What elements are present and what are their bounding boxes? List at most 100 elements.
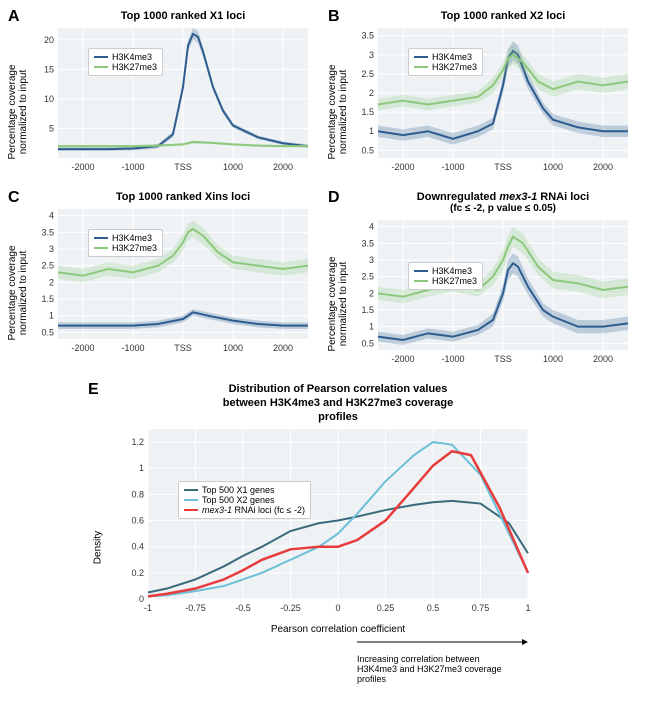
figure: ATop 1000 ranked X1 lociPercentage cover… bbox=[10, 10, 640, 684]
xtick-label: 1000 bbox=[543, 354, 563, 364]
legend-label: H3K27me3 bbox=[432, 62, 477, 72]
legend-item: H3K27me3 bbox=[414, 62, 477, 72]
xtick-label: -0.75 bbox=[185, 603, 206, 613]
ytick-label: 1.2 bbox=[131, 437, 144, 447]
xtick-label: -1000 bbox=[441, 162, 464, 172]
xtick-label: 1000 bbox=[223, 162, 243, 172]
panel-A: ATop 1000 ranked X1 lociPercentage cover… bbox=[10, 10, 320, 183]
ytick-label: 3 bbox=[369, 50, 374, 60]
arrow-head bbox=[522, 639, 528, 645]
legend-label: H3K4me3 bbox=[112, 52, 152, 62]
ytick-label: 0.5 bbox=[361, 338, 374, 348]
xtick-label: 0.75 bbox=[472, 603, 490, 613]
legend-item: Top 500 X2 genes bbox=[184, 495, 305, 505]
legend-swatch bbox=[414, 66, 428, 68]
legend-swatch bbox=[184, 499, 198, 501]
legend-swatch bbox=[94, 56, 108, 58]
xtick-label: -1000 bbox=[441, 354, 464, 364]
chart-svg: 0.511.522.533.54-2000-1000TSS10002000 bbox=[10, 205, 318, 359]
ytick-label: 1.5 bbox=[41, 294, 54, 304]
xtick-label: 0.25 bbox=[377, 603, 395, 613]
xtick-label: TSS bbox=[174, 343, 192, 353]
xtick-label: 0 bbox=[335, 603, 340, 613]
chart-title-2: between H3K4me3 and H3K27me3 coverage bbox=[148, 397, 528, 409]
chart-title: Top 1000 ranked X2 loci bbox=[378, 10, 628, 22]
legend-label: H3K27me3 bbox=[112, 62, 157, 72]
legend-label: H3K27me3 bbox=[112, 243, 157, 253]
legend-swatch bbox=[94, 66, 108, 68]
chart-svg: 0.511.522.533.5-2000-1000TSS10002000 bbox=[330, 24, 638, 178]
legend-label: Top 500 X1 genes bbox=[202, 485, 275, 495]
ytick-label: 2 bbox=[49, 277, 54, 287]
legend-item: H3K4me3 bbox=[94, 233, 157, 243]
chart-subtitle: (fc ≤ -2, p value ≤ 0.05) bbox=[378, 203, 628, 214]
ytick-label: 1 bbox=[49, 311, 54, 321]
ytick-label: 3.5 bbox=[361, 238, 374, 248]
chart-svg: 0.511.522.533.54-2000-1000TSS10002000 bbox=[330, 216, 638, 370]
ytick-label: 3 bbox=[49, 244, 54, 254]
chart-title-1: Distribution of Pearson correlation valu… bbox=[148, 383, 528, 395]
ytick-label: 3 bbox=[369, 255, 374, 265]
xtick-label: -2000 bbox=[391, 354, 414, 364]
xtick-label: 2000 bbox=[273, 343, 293, 353]
xtick-label: -0.25 bbox=[280, 603, 301, 613]
ytick-label: 10 bbox=[44, 94, 54, 104]
ytick-label: 0.8 bbox=[131, 489, 144, 499]
panel-D: D Downregulated mex3-1 RNAi loci(fc ≤ -2,… bbox=[330, 191, 640, 375]
legend-swatch bbox=[414, 56, 428, 58]
chart-title: Downregulated mex3-1 RNAi loci bbox=[378, 191, 628, 203]
xtick-label: 0.5 bbox=[427, 603, 440, 613]
xtick-label: -2000 bbox=[71, 343, 94, 353]
ytick-label: 2.5 bbox=[361, 69, 374, 79]
y-axis-label: Density bbox=[93, 463, 104, 633]
y-axis-label: Percentage coveragenormalized to input bbox=[7, 228, 29, 358]
chart-svg: 5101520-2000-1000TSS10002000 bbox=[10, 24, 318, 178]
legend-label: H3K27me3 bbox=[432, 276, 477, 286]
x-axis-label: Pearson correlation coefficient bbox=[148, 624, 528, 635]
chart-svg: 00.20.40.60.811.2-1-0.75-0.5-0.2500.250.… bbox=[90, 425, 538, 619]
legend-item: H3K4me3 bbox=[414, 266, 477, 276]
panel-label: D bbox=[328, 189, 340, 207]
legend-label: H3K4me3 bbox=[112, 233, 152, 243]
ytick-label: 0.5 bbox=[361, 145, 374, 155]
panel-B: BTop 1000 ranked X2 lociPercentage cover… bbox=[330, 10, 640, 183]
chart-title: Top 1000 ranked Xins loci bbox=[58, 191, 308, 203]
y-axis-label: Percentage coveragenormalized to input bbox=[327, 47, 349, 177]
xtick-label: 2000 bbox=[273, 162, 293, 172]
ytick-label: 1 bbox=[139, 463, 144, 473]
xtick-label: 1000 bbox=[543, 162, 563, 172]
legend-item: Top 500 X1 genes bbox=[184, 485, 305, 495]
chart-legend: H3K4me3H3K27me3 bbox=[88, 229, 163, 257]
xtick-label: -0.5 bbox=[235, 603, 251, 613]
ytick-label: 0.2 bbox=[131, 568, 144, 578]
legend-swatch bbox=[184, 489, 198, 491]
ytick-label: 2.5 bbox=[361, 272, 374, 282]
ytick-label: 4 bbox=[369, 222, 374, 232]
xtick-label: TSS bbox=[494, 354, 512, 364]
ytick-label: 1 bbox=[369, 126, 374, 136]
xtick-label: -1 bbox=[144, 603, 152, 613]
ytick-label: 5 bbox=[49, 123, 54, 133]
chart-title: Top 1000 ranked X1 loci bbox=[58, 10, 308, 22]
legend-item: H3K4me3 bbox=[94, 52, 157, 62]
ytick-label: 0.5 bbox=[41, 327, 54, 337]
panel-label: E bbox=[88, 381, 99, 399]
legend-label: mex3-1 RNAi loci (fc ≤ -2) bbox=[202, 505, 305, 515]
ytick-label: 2 bbox=[369, 288, 374, 298]
row-2: CTop 1000 ranked Xins lociPercentage cov… bbox=[10, 191, 640, 375]
xtick-label: 2000 bbox=[593, 162, 613, 172]
chart-legend: Top 500 X1 genesTop 500 X2 genesmex3-1 R… bbox=[178, 481, 311, 519]
panel-E: E Distribution of Pearson correlation val… bbox=[90, 383, 560, 684]
xtick-label: -1000 bbox=[121, 343, 144, 353]
legend-swatch bbox=[94, 247, 108, 249]
legend-swatch bbox=[94, 237, 108, 239]
ytick-label: 2 bbox=[369, 88, 374, 98]
legend-label: H3K4me3 bbox=[432, 52, 472, 62]
ytick-label: 3.5 bbox=[41, 227, 54, 237]
ytick-label: 3.5 bbox=[361, 31, 374, 41]
ytick-label: 1.5 bbox=[361, 305, 374, 315]
row-3: E Distribution of Pearson correlation val… bbox=[10, 383, 640, 684]
xtick-label: TSS bbox=[174, 162, 192, 172]
ytick-label: 0.6 bbox=[131, 516, 144, 526]
legend-item: H3K27me3 bbox=[94, 62, 157, 72]
